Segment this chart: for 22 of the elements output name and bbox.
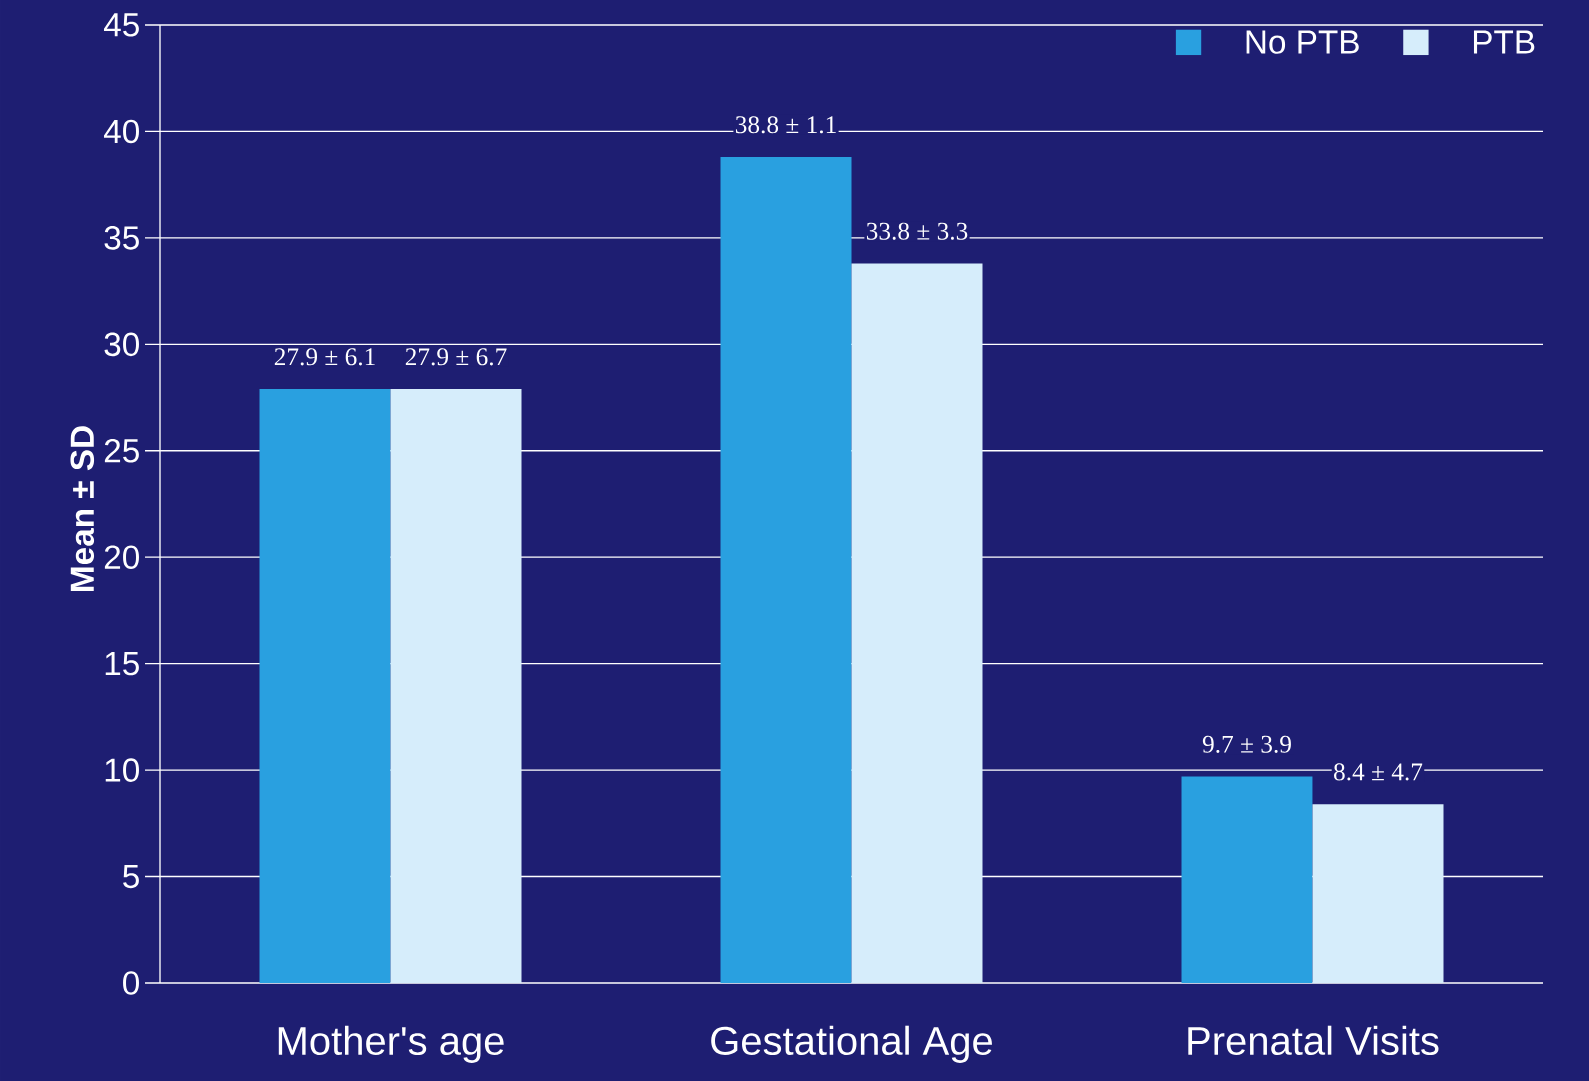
data-label: 27.9 ± 6.1: [274, 348, 375, 366]
y-axis-title: Mean ± SD: [70, 426, 95, 591]
y-tick-label: 25: [104, 438, 139, 463]
y-tick-label: 45: [103, 13, 139, 37]
data-label: 33.8 ± 3.3: [866, 222, 968, 240]
data-label: 9.7 ± 3.9: [1202, 735, 1291, 753]
x-tick-label: Gestational Age: [711, 1025, 992, 1063]
y-tick-label: 10: [105, 758, 139, 782]
legend-label: PTB: [1473, 30, 1535, 54]
legend-label: No PTB: [1246, 30, 1359, 54]
y-tick-label: 20: [104, 545, 139, 570]
y-tick-label: 5: [123, 864, 139, 889]
data-label: 8.4 ± 4.7: [1334, 763, 1423, 781]
x-tick-label: Mother's age: [278, 1025, 504, 1063]
y-tick-label: 15: [105, 652, 139, 676]
y-tick-label: 40: [103, 119, 139, 144]
x-tick-label: Prenatal Visits: [1188, 1025, 1439, 1056]
y-tick-label: 35: [104, 226, 139, 250]
y-tick-label: 0: [123, 971, 139, 995]
y-tick-label: 30: [104, 332, 139, 357]
data-label: 38.8 ± 1.1: [735, 116, 836, 134]
data-label: 27.9 ± 6.7: [405, 348, 507, 366]
